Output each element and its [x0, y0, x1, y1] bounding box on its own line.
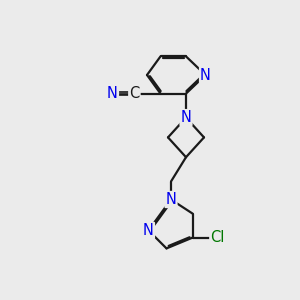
Text: N: N	[143, 223, 154, 238]
Text: N: N	[200, 68, 211, 82]
Text: N: N	[166, 192, 176, 207]
Text: Cl: Cl	[210, 230, 225, 245]
Text: N: N	[181, 110, 191, 125]
Text: C: C	[129, 86, 140, 101]
Text: N: N	[107, 86, 118, 101]
